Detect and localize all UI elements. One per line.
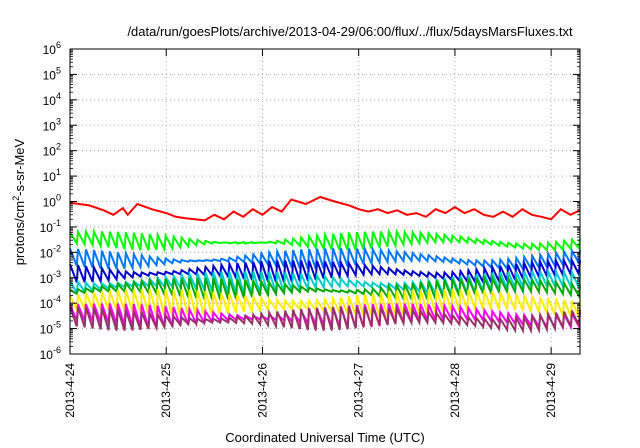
y-tick-label: 10-1 (40, 218, 61, 235)
x-tick-label: 2013-4-25 (159, 363, 173, 418)
y-tick-label: 104 (43, 91, 61, 108)
y-tick-label: 10-6 (40, 345, 61, 362)
chart-title: /data/run/goesPlots/archive/2013-04-29/0… (127, 24, 573, 39)
y-tick-base: 10 (40, 246, 54, 260)
y-tick-exp: 6 (56, 40, 61, 50)
y-axis-label: protons/cm2-s-sr-MeV (11, 138, 27, 265)
y-tick-base: 10 (43, 119, 57, 133)
x-tick-label: 2013-4-28 (448, 363, 462, 418)
y-tick-exp: -5 (53, 320, 61, 330)
x-tick-label: 2013-4-24 (63, 363, 77, 418)
y-tick-exp: 0 (56, 193, 61, 203)
y-tick-label: 10-5 (40, 320, 61, 337)
y-tick-label: 105 (43, 65, 61, 82)
y-tick-base: 10 (40, 272, 54, 286)
series-line (69, 245, 581, 272)
y-tick-base: 10 (40, 348, 54, 362)
y-tick-exp: -4 (53, 294, 61, 304)
y-axis-label-main: protons/cm (12, 201, 27, 265)
y-tick-label: 103 (43, 116, 61, 133)
y-tick-exp: -6 (53, 345, 61, 355)
series-line (69, 274, 581, 303)
y-tick-label: 106 (43, 40, 61, 57)
y-tick-exp: -3 (53, 269, 61, 279)
y-axis-label-tail: -s-sr-MeV (12, 138, 27, 195)
series-line (69, 227, 581, 254)
y-tick-base: 10 (43, 94, 57, 108)
y-tick-base: 10 (40, 221, 54, 235)
series-line (69, 256, 581, 287)
y-tick-exp: -1 (53, 218, 61, 228)
y-tick-exp: 3 (56, 116, 61, 126)
x-axis-label: Coordinated Universal Time (UTC) (225, 430, 424, 445)
y-tick-base: 10 (40, 323, 54, 337)
y-tick-base: 10 (43, 170, 57, 184)
y-axis-label-sup: 2 (11, 196, 21, 201)
y-tick-exp: 4 (56, 91, 61, 101)
y-tick-base: 10 (43, 68, 57, 82)
chart-grid (70, 49, 580, 354)
y-tick-label: 10-2 (40, 243, 61, 260)
y-tick-exp: 1 (56, 167, 61, 177)
series-line (69, 304, 581, 335)
y-tick-label: 10-3 (40, 269, 61, 286)
y-tick-label: 102 (43, 142, 61, 159)
y-tick-base: 10 (43, 43, 57, 57)
y-tick-label: 10-4 (40, 294, 61, 311)
y-tick-label: 100 (43, 193, 61, 210)
series-line (69, 195, 581, 222)
y-tick-base: 10 (43, 196, 57, 210)
y-tick-base: 10 (40, 297, 54, 311)
y-axis-ticks: 10610510410310210110010-110-210-310-410-… (40, 40, 580, 362)
x-tick-label: 2013-4-29 (544, 363, 558, 418)
x-axis-ticks: 2013-4-24 2013-4-25 2013-4-26 2013-4-27 2013… (63, 49, 558, 418)
y-tick-label: 101 (43, 167, 61, 184)
x-tick-label: 2013-4-27 (352, 363, 366, 418)
chart-series (69, 195, 581, 335)
x-tick-label: 2013-4-26 (255, 363, 269, 418)
y-tick-base: 10 (43, 145, 57, 159)
y-tick-exp: 5 (56, 65, 61, 75)
y-tick-exp: 2 (56, 142, 61, 152)
y-tick-exp: -2 (53, 243, 61, 253)
